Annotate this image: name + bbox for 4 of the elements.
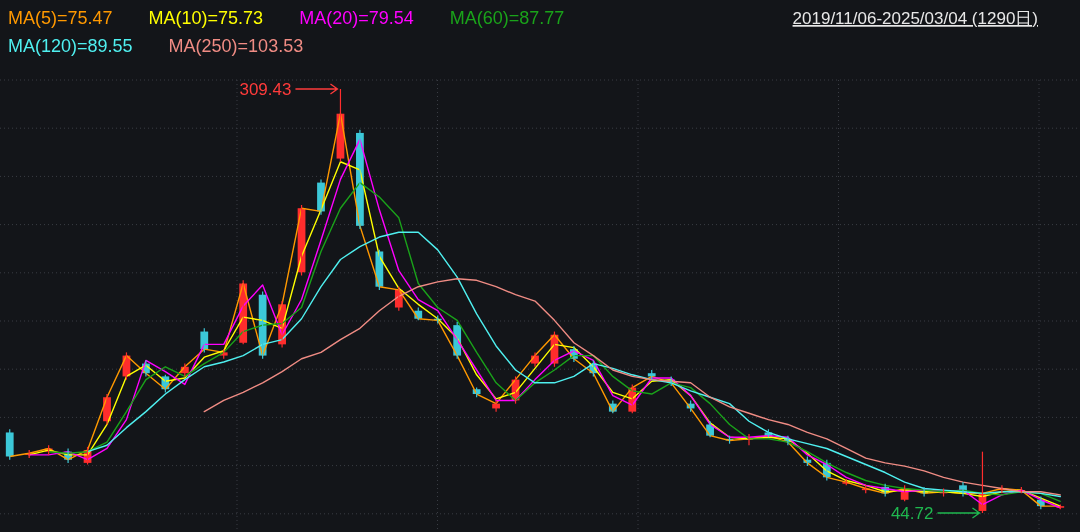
legend: MA(5)=75.47 MA(10)=75.73 MA(20)=79.54 MA(60)=87.77 MA(120)=89.55 MA(250)=103.53: [8, 8, 565, 56]
annotation: 309.43: [239, 79, 292, 99]
text: 2019/11/06-2025/03/04 (1290日): [792, 9, 1038, 28]
annotation: 44.72: [890, 503, 934, 523]
